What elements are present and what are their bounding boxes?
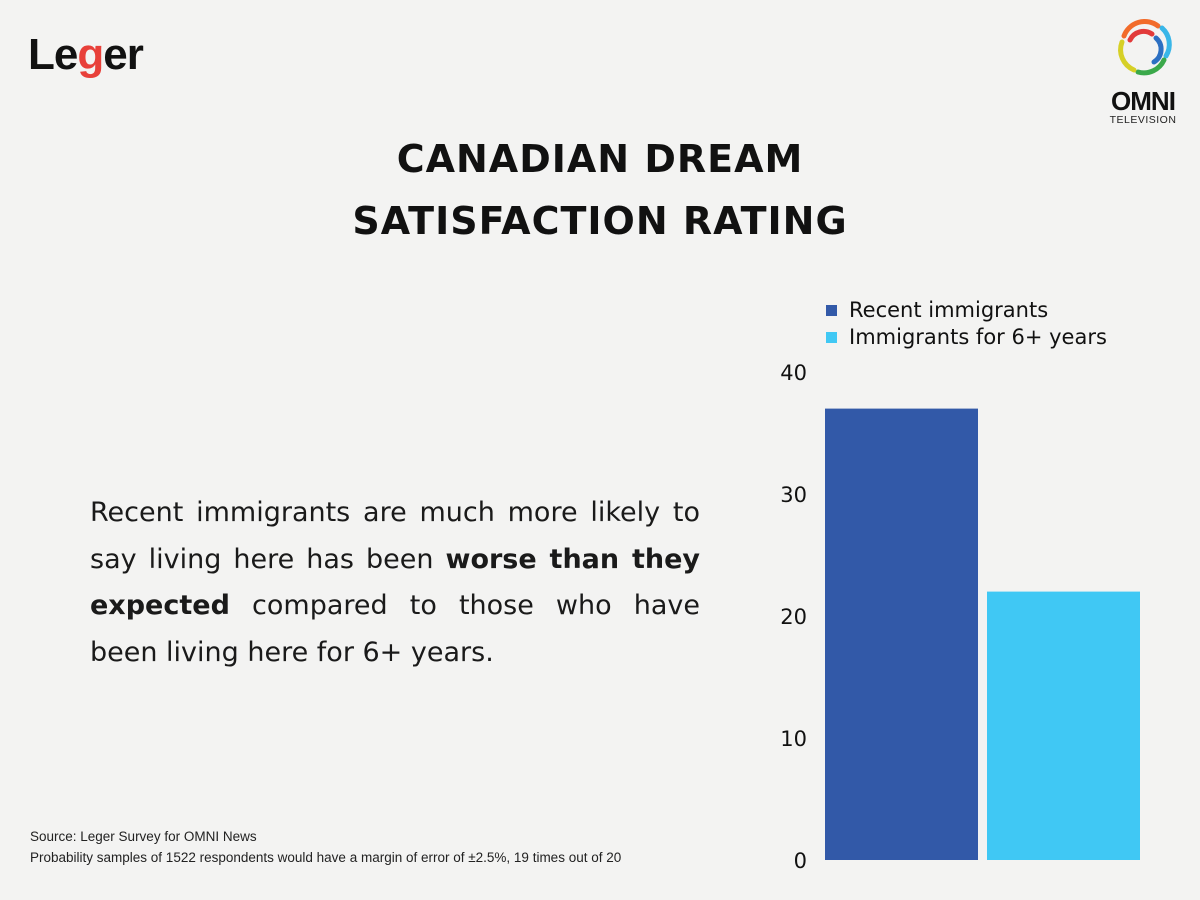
- legend-item-6plus: Immigrants for 6+ years: [826, 324, 1107, 351]
- title-line-2: SATISFACTION RATING: [352, 199, 848, 243]
- leger-logo-text-1: Le: [28, 30, 78, 79]
- leger-logo-accent: g: [77, 30, 104, 79]
- source-note: Source: Leger Survey for OMNI News Proba…: [30, 826, 621, 868]
- legend-item-recent: Recent immigrants: [826, 297, 1107, 324]
- bar-immigrants-6plus-years: [987, 591, 1140, 860]
- source-line: Source: Leger Survey for OMNI News: [30, 829, 257, 844]
- legend-swatch-recent: [826, 305, 837, 316]
- leger-logo: Leger: [28, 30, 144, 80]
- omni-logo-wordmark: OMNI: [1111, 86, 1176, 116]
- summary-part-1: Recent immigrants are much more likely t…: [90, 497, 700, 575]
- y-tick-label: 0: [794, 849, 807, 873]
- omni-logo-subtitle: TELEVISION: [1109, 114, 1177, 126]
- legend-swatch-6plus: [826, 332, 837, 343]
- bar-recent-immigrants: [825, 408, 978, 860]
- omni-swirl-icon: [1118, 19, 1172, 76]
- omni-logo: OMNI TELEVISION: [1098, 14, 1188, 126]
- margin-of-error-line: Probability samples of 1522 respondents …: [30, 850, 622, 865]
- y-tick-label: 40: [780, 361, 807, 385]
- legend-label-recent: Recent immigrants: [849, 298, 1049, 322]
- y-tick-label: 30: [780, 483, 807, 507]
- leger-logo-text-2: er: [103, 30, 144, 79]
- legend-label-6plus: Immigrants for 6+ years: [849, 325, 1107, 349]
- summary-text: Recent immigrants are much more likely t…: [90, 490, 700, 676]
- chart-legend: Recent immigrants Immigrants for 6+ year…: [826, 297, 1107, 351]
- summary-part-2: compared to those who have been living h…: [90, 590, 700, 668]
- title-line-1: CANADIAN DREAM: [396, 137, 804, 181]
- summary-bold: worse than they expected: [90, 543, 700, 622]
- page-title: CANADIAN DREAM SATISFACTION RATING: [0, 128, 1200, 252]
- y-tick-label: 20: [780, 605, 807, 629]
- y-tick-label: 10: [780, 727, 807, 751]
